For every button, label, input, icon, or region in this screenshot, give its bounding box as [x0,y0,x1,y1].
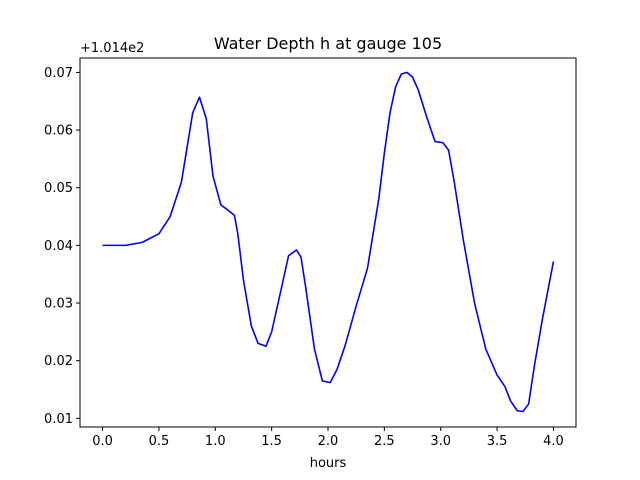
series-line-0 [102,71,555,413]
x-axis-label: hours [310,456,347,471]
x-tick-label: 0.5 [149,434,170,449]
chart-title: Water Depth h at gauge 105 [214,34,442,53]
x-tick-label: 0.0 [92,434,113,449]
plot-frame [79,57,577,428]
x-tick-label: 3.5 [487,434,508,449]
y-tick-label: 0.06 [44,124,73,139]
y-tick-label: 0.01 [44,412,73,427]
x-tick-label: 4.0 [543,434,564,449]
x-tick-label: 2.0 [318,434,339,449]
plot-area: 0.0 0.5 1.0 1.5 2.0 2.5 3.0 3.5 4.0 0.01 0.02 0.03 0… [44,57,577,449]
y-tick-label: 0.04 [44,239,73,254]
y-tick-label: 0.05 [44,181,73,196]
y-offset-label: +1.014e2 [80,41,144,56]
y-tick-label: 0.02 [44,354,73,369]
x-tick-label: 2.5 [374,434,395,449]
y-tick-label: 0.07 [44,66,73,81]
x-tick-label: 1.0 [205,434,226,449]
x-tick-label: 3.0 [430,434,451,449]
y-tick-label: 0.03 [44,297,73,312]
x-tick-label: 1.5 [261,434,282,449]
